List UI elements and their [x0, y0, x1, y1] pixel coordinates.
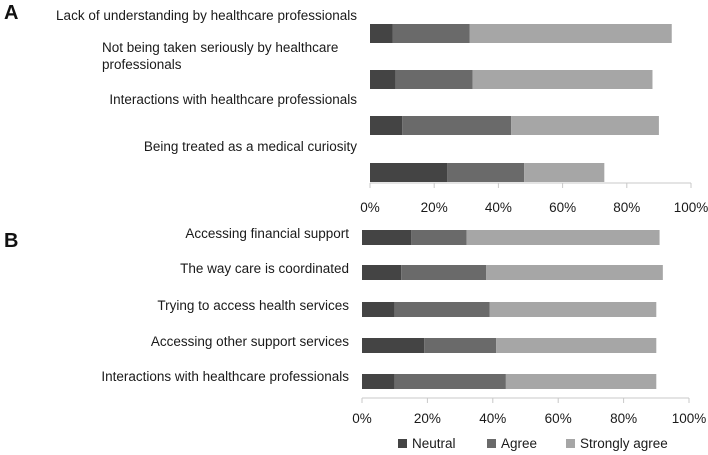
bar-segment-agree — [394, 302, 490, 317]
category-label: Interactions with healthcare professiona… — [101, 369, 349, 384]
bar-segment-neutral — [362, 338, 425, 353]
x-tick-label: 60% — [549, 200, 576, 215]
bar-segment-neutral — [370, 24, 393, 43]
bar-segment-strongly-agree — [472, 70, 653, 89]
legend-label: Neutral — [412, 436, 456, 451]
category-label: Being treated as a medical curiosity — [144, 139, 357, 154]
bar-segment-agree — [395, 70, 473, 89]
bar-segment-agree — [394, 374, 506, 389]
category-label: The way care is coordinated — [180, 261, 349, 276]
legend-swatch-agree — [487, 439, 496, 448]
x-tick-label: 40% — [479, 411, 506, 426]
x-tick-label: 60% — [545, 411, 572, 426]
legend-swatch-strongly-agree — [566, 439, 575, 448]
bar-segment-neutral — [362, 230, 412, 245]
bar-segment-neutral — [362, 302, 395, 317]
bar-segment-agree — [392, 24, 470, 43]
category-label: Accessing financial support — [185, 226, 349, 241]
x-tick-label: 80% — [610, 411, 637, 426]
category-label: Interactions with healthcare professiona… — [109, 92, 357, 107]
x-tick-label: 0% — [352, 411, 372, 426]
x-tick-label: 100% — [674, 200, 708, 215]
bar-segment-strongly-agree — [496, 338, 657, 353]
bar-segment-strongly-agree — [486, 265, 663, 280]
panel-label-a: A — [4, 2, 18, 24]
x-tick-label: 20% — [421, 200, 448, 215]
category-label: Trying to access health services — [157, 298, 349, 313]
bar-segment-strongly-agree — [469, 24, 672, 43]
x-tick-label: 40% — [485, 200, 512, 215]
bar-segment-strongly-agree — [524, 163, 605, 182]
bar-segment-strongly-agree — [505, 374, 657, 389]
x-tick-label: 20% — [414, 411, 441, 426]
bar-segment-strongly-agree — [489, 302, 657, 317]
bar-segment-neutral — [362, 265, 402, 280]
bar-segment-strongly-agree — [466, 230, 660, 245]
category-label: Accessing other support services — [151, 334, 349, 349]
category-label: Not being taken seriously by healthcare p… — [102, 40, 338, 72]
x-tick-label: 100% — [672, 411, 707, 426]
category-label: Lack of understanding by healthcare prof… — [56, 8, 357, 23]
x-tick-label: 0% — [360, 200, 380, 215]
legend-swatch-neutral — [398, 439, 407, 448]
bar-segment-neutral — [370, 163, 448, 182]
bar-segment-agree — [402, 116, 512, 135]
bar-segment-neutral — [362, 374, 395, 389]
bar-segment-strongly-agree — [511, 116, 659, 135]
x-tick-label: 80% — [613, 200, 640, 215]
panel-label-b: B — [4, 230, 18, 252]
bar-segment-agree — [401, 265, 487, 280]
bar-segment-neutral — [370, 116, 403, 135]
bar-segment-agree — [424, 338, 497, 353]
legend-label: Agree — [501, 436, 537, 451]
legend-label: Strongly agree — [580, 436, 668, 451]
bar-segment-neutral — [370, 70, 396, 89]
bar-segment-agree — [411, 230, 467, 245]
bar-segment-agree — [447, 163, 525, 182]
